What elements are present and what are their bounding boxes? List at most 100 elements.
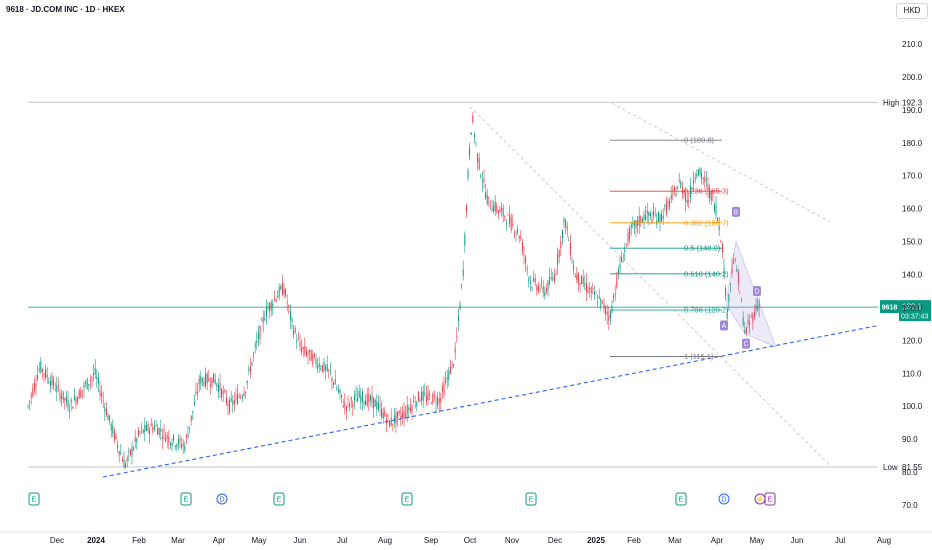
candle-body <box>677 187 679 190</box>
x-tick-label: Dec <box>50 536 64 545</box>
candle-body <box>669 200 671 207</box>
candle-body <box>593 291 595 295</box>
candle-body <box>739 292 741 294</box>
candle-body <box>144 424 146 433</box>
candle-body <box>574 275 576 278</box>
candle-body <box>630 224 632 229</box>
candle-body <box>598 296 600 298</box>
candle-body <box>648 212 650 216</box>
candle-body <box>163 429 165 431</box>
price-axis[interactable]: 70.0 80.0 90.0 100.0 110.0 120.0 130.0 140.0 150… <box>902 40 923 510</box>
candle-body <box>486 195 488 205</box>
candle-body <box>696 174 698 177</box>
candle-body <box>488 196 490 199</box>
y-tick-label: 140.0 <box>902 271 923 280</box>
candle-body <box>747 320 749 324</box>
candle-body <box>243 392 245 397</box>
candle-body <box>133 448 135 450</box>
candlestick-series <box>27 112 760 470</box>
pattern-point-marker <box>732 206 740 217</box>
candle-body <box>571 261 573 263</box>
candle-body <box>473 134 475 137</box>
candle-body <box>712 196 714 198</box>
candle-body <box>573 264 575 270</box>
candle-body <box>654 215 656 217</box>
candle-body <box>397 411 399 419</box>
candle-body <box>259 325 261 339</box>
candle-body <box>49 381 51 387</box>
candle-body <box>352 403 354 408</box>
candle-body <box>296 340 298 343</box>
candle-body <box>451 361 453 363</box>
candle-body <box>601 300 603 302</box>
earnings-marker <box>273 492 285 506</box>
candle-body <box>429 394 431 396</box>
candle-body <box>585 282 587 292</box>
candle-body <box>48 381 50 384</box>
candle-body <box>232 400 234 406</box>
candle-body <box>157 428 159 435</box>
candle-body <box>366 394 368 406</box>
candle-body <box>134 437 136 442</box>
candle-body <box>737 271 739 285</box>
candle-body <box>643 214 645 220</box>
candle-body <box>59 392 61 400</box>
y-tick-label: 80.0 <box>902 468 918 477</box>
candle-body <box>267 308 269 310</box>
candle-body <box>555 273 557 275</box>
candle-body <box>120 452 122 455</box>
candle-body <box>105 408 107 416</box>
candle-body <box>705 179 707 180</box>
candle-body <box>509 214 511 224</box>
candle-body <box>405 413 407 417</box>
candle-body <box>174 446 176 447</box>
candle-body <box>149 430 151 435</box>
candle-body <box>94 367 96 375</box>
candle-body <box>45 369 47 378</box>
candle-body <box>544 291 546 296</box>
candle-body <box>131 447 133 455</box>
candle-body <box>203 381 205 386</box>
candle-body <box>281 283 283 295</box>
candle-body <box>629 227 631 240</box>
event-markers: E E D E E E E D ⚡ E <box>28 492 776 506</box>
candle-body <box>233 400 235 405</box>
candle-body <box>336 387 338 390</box>
candle-body <box>512 223 514 226</box>
candle-body <box>589 287 591 290</box>
candle-body <box>528 277 530 282</box>
candle-body <box>470 132 472 135</box>
candle-body <box>61 396 63 399</box>
candle-body <box>30 394 32 397</box>
candle-body <box>627 232 629 243</box>
candle-body <box>225 397 227 403</box>
earnings-marker-label: E <box>768 497 773 504</box>
candle-body <box>461 284 463 287</box>
candle-body <box>315 359 317 364</box>
candle-body <box>384 410 386 417</box>
candle-body <box>617 269 619 274</box>
candle-body <box>400 415 402 419</box>
dividend-marker <box>216 493 228 505</box>
currency-button[interactable]: HKD <box>896 3 928 19</box>
candle-body <box>81 390 83 392</box>
y-tick-label: 180.0 <box>902 139 923 148</box>
candle-body <box>686 199 688 203</box>
candle-body <box>67 399 69 409</box>
candle-body <box>142 429 144 433</box>
candle-body <box>621 256 623 262</box>
candle-body <box>33 382 35 390</box>
time-axis[interactable]: Dec 2024 Feb Mar Apr May Jun Jul Aug Sep Oct Nov Dec… <box>0 531 932 545</box>
candle-body <box>416 401 418 407</box>
candle-body <box>377 402 379 410</box>
pattern-point-marker <box>742 338 750 349</box>
candle-body <box>443 384 445 395</box>
candle-body <box>624 249 626 253</box>
candle-body <box>80 390 82 398</box>
earnings-marker <box>675 492 687 506</box>
pattern-point-marker <box>720 320 728 331</box>
candle-body <box>257 332 259 340</box>
candle-body <box>35 384 37 386</box>
x-tick-label: Jun <box>294 536 307 545</box>
